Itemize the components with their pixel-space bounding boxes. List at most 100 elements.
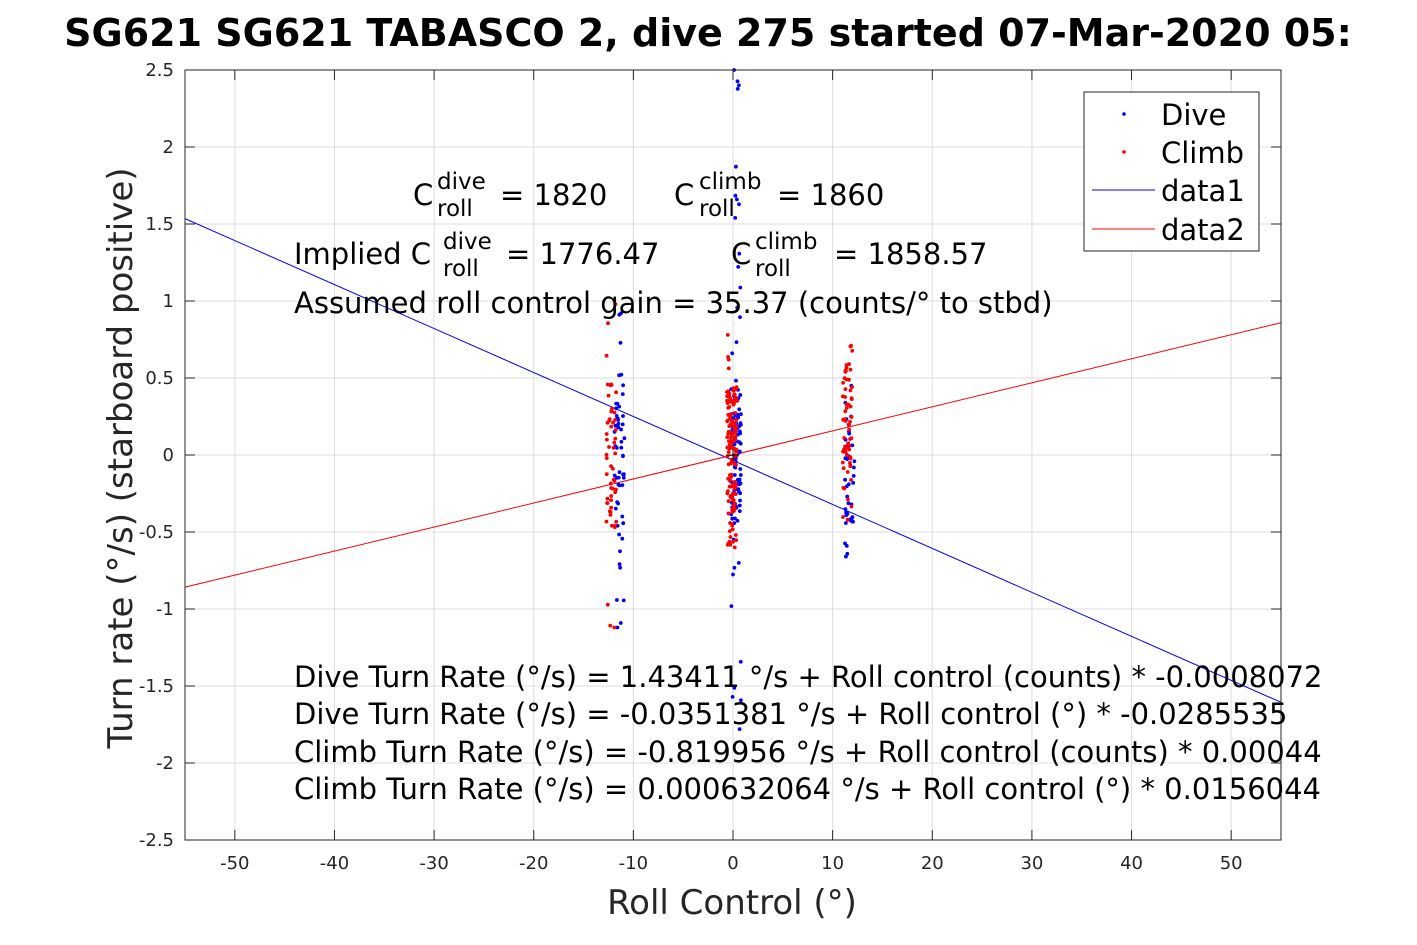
scatter-point-climb — [850, 385, 854, 389]
scatter-point-climb — [611, 445, 616, 450]
scatter-point-climb — [725, 491, 730, 496]
scatter-point-dive — [737, 202, 741, 207]
scatter-point-climb — [843, 368, 848, 373]
scatter-point-dive — [843, 477, 847, 482]
scatter-point-climb — [847, 422, 851, 427]
scatter-point-climb — [613, 418, 617, 422]
scatter-point-climb — [606, 321, 610, 326]
scatter-point-climb — [612, 524, 617, 528]
scatter-point-climb — [847, 427, 851, 432]
scatter-point-climb — [725, 418, 730, 423]
scatter-point-dive — [615, 598, 619, 602]
scatter-point-climb — [726, 462, 731, 467]
scatter-point-climb — [731, 498, 736, 503]
gain-annotation: Assumed roll control gain = 35.37 (count… — [294, 286, 1053, 320]
scatter-point-climb — [842, 436, 847, 440]
scatter-point-climb — [732, 545, 737, 550]
scatter-point-dive — [618, 340, 623, 345]
scatter-point-dive — [739, 412, 743, 417]
scatter-point-climb — [731, 446, 735, 450]
scatter-point-dive — [846, 482, 851, 487]
scatter-point-climb — [613, 302, 618, 306]
scatter-point-climb — [848, 464, 853, 469]
scatter-point-dive — [845, 551, 850, 556]
scatter-point-climb — [848, 437, 852, 441]
scatter-point-climb — [727, 484, 732, 489]
scatter-point-climb — [608, 513, 613, 517]
scatter-point-dive — [738, 421, 743, 426]
scatter-point-climb — [848, 388, 853, 393]
scatter-points — [604, 68, 857, 731]
scatter-point-dive — [735, 305, 740, 310]
c-roll-annotation: C dive roll = 1820 C climb roll = 1860 — [413, 169, 884, 222]
scatter-point-dive — [613, 506, 618, 511]
equation-dive-degrees: Dive Turn Rate (°/s) = -0.0351381 °/s + … — [294, 697, 1287, 731]
scatter-point-dive — [850, 515, 855, 520]
scatter-point-climb — [733, 437, 738, 442]
scatter-point-climb — [727, 529, 732, 533]
scatter-point-climb — [734, 418, 739, 422]
scatter-point-climb — [609, 464, 613, 468]
scatter-point-dive — [845, 494, 850, 499]
implied-climb-sub: roll — [755, 256, 791, 282]
scatter-point-climb — [733, 479, 737, 484]
scatter-point-dive — [620, 536, 625, 541]
scatter-point-climb — [605, 437, 609, 442]
scatter-point-dive — [621, 453, 625, 458]
scatter-point-dive — [738, 491, 742, 496]
scatter-point-dive — [734, 378, 738, 383]
scatter-point-dive — [851, 474, 856, 478]
scatter-point-climb — [609, 424, 614, 429]
scatter-point-climb — [611, 466, 615, 471]
legend-marker-dive — [1122, 112, 1126, 116]
scatter-point-climb — [612, 625, 617, 630]
scatter-point-dive — [619, 445, 624, 450]
scatter-point-dive — [621, 414, 625, 418]
c-roll-climb-sup: climb — [699, 169, 761, 195]
scatter-point-climb — [605, 496, 610, 501]
scatter-point-climb — [609, 505, 613, 510]
scatter-point-dive — [737, 449, 742, 454]
scatter-point-dive — [730, 351, 735, 356]
c-roll-climb-sub: roll — [699, 196, 735, 222]
scatter-point-dive — [730, 695, 735, 699]
axis-ticks: -50 -40 -30 -20 -10 0 10 20 30 40 50-2.5-2-1.5-1-0… — [139, 60, 1281, 874]
scatter-point-dive — [621, 383, 625, 388]
scatter-point-climb — [725, 542, 730, 547]
scatter-point-dive — [738, 659, 743, 664]
scatter-point-climb — [609, 494, 614, 498]
scatter-point-dive — [730, 516, 735, 521]
scatter-point-climb — [843, 419, 848, 423]
scatter-point-dive — [735, 518, 740, 523]
scatter-point-climb — [725, 401, 730, 405]
legend-label-climb: Climb — [1161, 136, 1244, 170]
scatter-point-dive — [733, 216, 738, 220]
scatter-point-dive — [845, 511, 850, 516]
scatter-point-climb — [849, 397, 854, 401]
scatter-point-climb — [732, 421, 737, 426]
scatter-point-climb — [848, 461, 852, 465]
scatter-point-dive — [738, 441, 743, 446]
legend-label-data2: data2 — [1161, 213, 1245, 247]
scatter-point-climb — [732, 461, 736, 465]
scatter-point-climb — [845, 452, 849, 457]
scatter-point-dive — [615, 401, 620, 406]
y-tick-label: -2 — [156, 753, 174, 774]
scatter-point-dive — [738, 473, 743, 477]
scatter-point-dive — [618, 621, 623, 625]
scatter-point-climb — [843, 409, 848, 414]
y-tick-label: 0 — [163, 445, 174, 466]
scatter-point-dive — [615, 625, 620, 630]
scatter-point-climb — [841, 485, 846, 490]
scatter-point-climb — [848, 419, 852, 424]
implied-dive-value: = 1776.47 — [506, 237, 659, 271]
scatter-point-climb — [734, 449, 738, 454]
scatter-point-climb — [733, 411, 738, 415]
scatter-point-climb — [726, 499, 731, 504]
scatter-point-dive — [614, 476, 619, 480]
scatter-point-dive — [621, 598, 626, 603]
scatter-point-climb — [613, 451, 618, 456]
scatter-point-dive — [614, 414, 619, 418]
legend-label-dive: Dive — [1161, 98, 1226, 132]
scatter-point-climb — [613, 428, 618, 432]
